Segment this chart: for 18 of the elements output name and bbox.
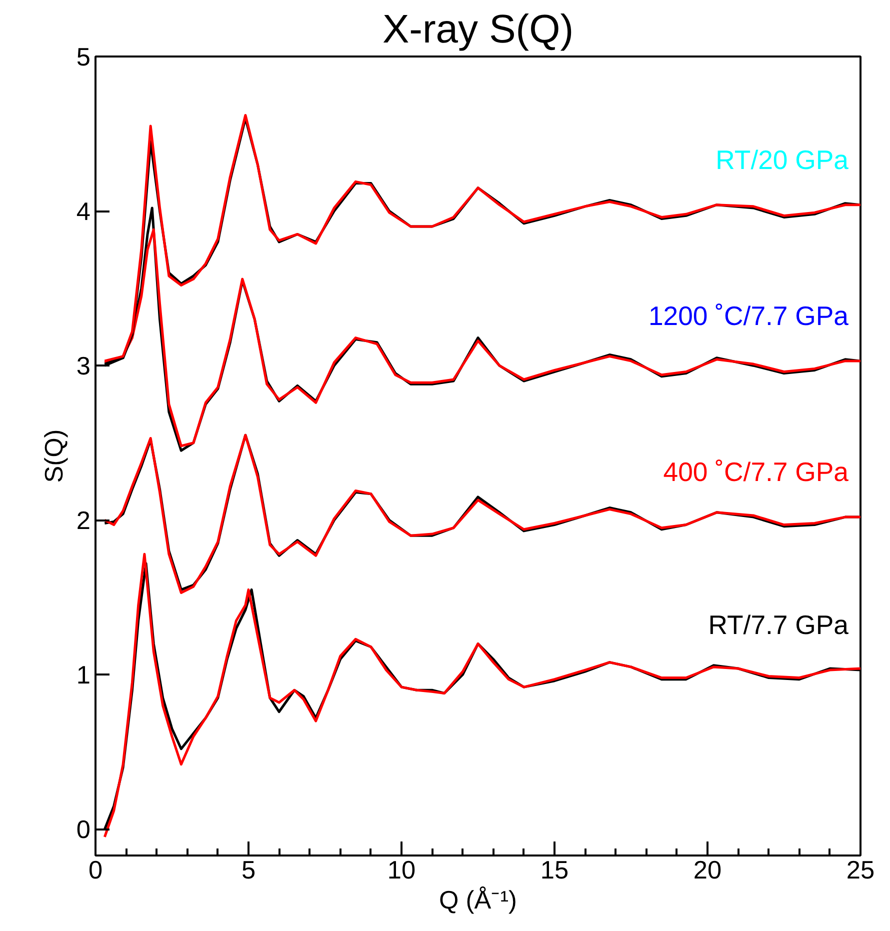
y-tick-label: 1 <box>76 662 91 690</box>
y-tick-label: 3 <box>76 352 91 381</box>
y-tick-label: 5 <box>76 44 91 72</box>
y-tick-label: 4 <box>76 198 91 226</box>
annotation: 1200 ˚C/7.7 GPa <box>648 300 849 331</box>
annotation: RT/20 GPa <box>716 144 849 175</box>
y-tick-label: 2 <box>76 507 91 536</box>
x-tick-label: 15 <box>540 856 569 884</box>
annotation: 400 ˚C/7.7 GPa <box>663 457 849 488</box>
x-tick-label: 5 <box>241 856 256 884</box>
x-tick-label: 25 <box>846 856 875 884</box>
y-tick-label: 0 <box>76 816 91 844</box>
x-tick-label: 10 <box>387 856 416 884</box>
chart-title: X-ray S(Q) <box>382 8 574 52</box>
x-tick-label: 20 <box>693 856 722 884</box>
annotation: RT/7.7 GPa <box>708 610 849 640</box>
x-axis-title: Q (Å⁻¹) <box>439 886 517 914</box>
y-axis-title: S(Q) <box>40 429 68 483</box>
